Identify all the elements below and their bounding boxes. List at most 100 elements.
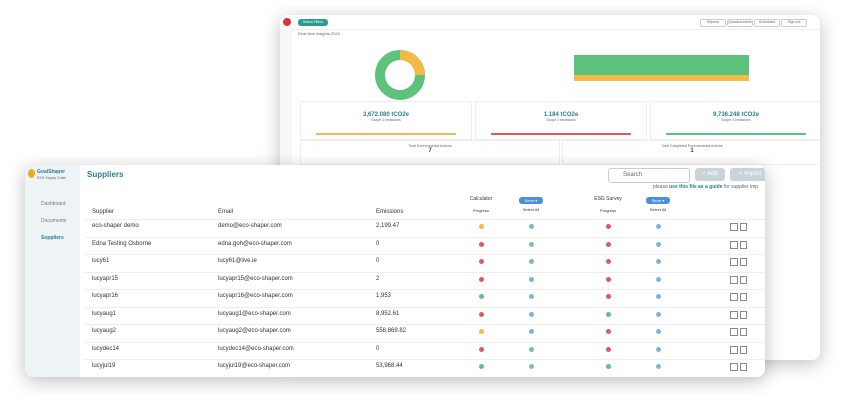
- calc-progress: [479, 294, 484, 299]
- email: lucyaug1@eco-shaper.com: [218, 310, 291, 317]
- edit-icon[interactable]: [730, 258, 738, 266]
- delete-icon[interactable]: [740, 345, 747, 354]
- calc-send[interactable]: [529, 241, 534, 247]
- survey-send[interactable]: [656, 276, 661, 282]
- email: lucy61@live.ie: [218, 258, 257, 264]
- send-button[interactable]: Send ▾: [646, 197, 670, 204]
- delete-icon[interactable]: [740, 240, 747, 249]
- top-bar: [280, 15, 820, 30]
- top-button[interactable]: Scheduled: [754, 19, 780, 27]
- calc-send[interactable]: [529, 224, 534, 229]
- import-button[interactable]: + Import: [730, 168, 765, 181]
- edit-icon[interactable]: [730, 310, 738, 319]
- top-button[interactable]: Sign out: [781, 19, 807, 27]
- nav-item[interactable]: Documents: [41, 218, 67, 224]
- action-card: Total Environmental Actions 7: [300, 139, 560, 165]
- calc-progress: [479, 259, 484, 264]
- stat-card: 3,672.080 tCO2e Scope 1 emissions: [300, 101, 472, 141]
- calc-progress: [479, 276, 484, 282]
- edit-icon[interactable]: [730, 275, 738, 284]
- edit-icon[interactable]: [730, 240, 738, 249]
- delete-icon[interactable]: [740, 275, 747, 284]
- calc-progress: [479, 224, 484, 229]
- row-divider: [85, 219, 765, 220]
- survey-send[interactable]: [656, 241, 661, 247]
- edit-icon[interactable]: [730, 345, 738, 354]
- delete-icon[interactable]: [740, 293, 747, 301]
- stat-bar: [316, 133, 456, 135]
- action-value: 1: [690, 148, 694, 154]
- edit-icon[interactable]: [730, 328, 738, 336]
- hint-text: please: [653, 184, 668, 190]
- calc-send[interactable]: [529, 259, 534, 264]
- supplier: lucy61: [92, 258, 110, 264]
- delete-icon[interactable]: [740, 310, 747, 319]
- stat-label: Scope 2 emissions: [546, 118, 576, 122]
- stat-label: Scope 1 emissions: [371, 118, 401, 122]
- calc-send[interactable]: [529, 346, 534, 352]
- emissions: 2,199.47: [376, 223, 400, 229]
- delete-icon[interactable]: [740, 258, 747, 266]
- donut: [375, 50, 425, 100]
- column-group: ESG Survey: [594, 196, 622, 202]
- calc-send[interactable]: [529, 311, 534, 317]
- top-button[interactable]: Reports: [700, 19, 726, 27]
- logo: [28, 169, 35, 178]
- calc-progress: [479, 329, 484, 334]
- survey-send[interactable]: [656, 259, 661, 264]
- supplier: lucydec14: [92, 345, 120, 352]
- column-sub: Progress: [472, 208, 489, 213]
- survey-send[interactable]: [656, 294, 661, 299]
- survey-progress: [606, 294, 611, 299]
- email: lucyapr15@eco-shaper.com: [218, 275, 293, 282]
- supplier: lucyaug1: [92, 310, 117, 317]
- top-button[interactable]: Questionnaires: [727, 19, 753, 27]
- column-header: Email: [218, 209, 234, 215]
- send-button[interactable]: Send ▾: [519, 197, 543, 204]
- email: lucydec14@eco-shaper.com: [218, 345, 294, 352]
- survey-send[interactable]: [656, 346, 661, 352]
- filter-button[interactable]: Select Filters: [298, 19, 328, 26]
- edit-icon[interactable]: [730, 293, 738, 301]
- survey-send[interactable]: [656, 311, 661, 317]
- survey-send[interactable]: [656, 364, 661, 369]
- email: edna.goh@eco-shaper.com: [218, 240, 292, 247]
- delete-icon[interactable]: [740, 328, 747, 336]
- calc-send[interactable]: [529, 294, 534, 299]
- stat-value: 1.184 tCO2e: [543, 112, 579, 118]
- row-divider: [85, 341, 765, 343]
- calc-send[interactable]: [529, 329, 534, 334]
- column-sub: Select All: [522, 207, 540, 212]
- survey-progress: [606, 311, 611, 317]
- row-divider: [85, 236, 765, 238]
- nav-item[interactable]: Dashboard: [41, 201, 66, 207]
- survey-send[interactable]: [656, 329, 661, 334]
- survey-progress: [606, 346, 611, 352]
- column-header: Emissions: [376, 209, 404, 215]
- calc-send[interactable]: [529, 276, 534, 282]
- calc-progress: [479, 311, 484, 317]
- calc-send[interactable]: [529, 364, 534, 369]
- survey-progress: [606, 224, 611, 229]
- add-button[interactable]: + Add: [695, 168, 725, 181]
- nav-item[interactable]: Suppliers: [41, 235, 64, 241]
- survey-send[interactable]: [656, 224, 661, 229]
- survey-progress: [606, 329, 611, 334]
- row-divider: [85, 359, 765, 360]
- row-divider: [85, 289, 765, 290]
- delete-icon[interactable]: [740, 363, 747, 371]
- email: lucyaug2@eco-shaper.com: [218, 328, 291, 334]
- search[interactable]: Search: [608, 168, 690, 183]
- hint-text: for supplier imp: [723, 184, 759, 190]
- edit-icon[interactable]: [730, 363, 738, 371]
- hint-link[interactable]: use this file as a guide: [669, 184, 723, 190]
- column-header: Supplier: [92, 209, 115, 215]
- email: lucyjul19@eco-shaper.com: [218, 363, 291, 369]
- edit-icon[interactable]: [730, 223, 738, 231]
- stat-card: 9,736.248 tCO2e Scope 3 emissions: [650, 101, 820, 141]
- supplier: lucyapr16: [92, 293, 119, 299]
- sidebar: [25, 165, 80, 377]
- delete-icon[interactable]: [740, 223, 747, 231]
- supplier: lucyaug2: [92, 328, 117, 334]
